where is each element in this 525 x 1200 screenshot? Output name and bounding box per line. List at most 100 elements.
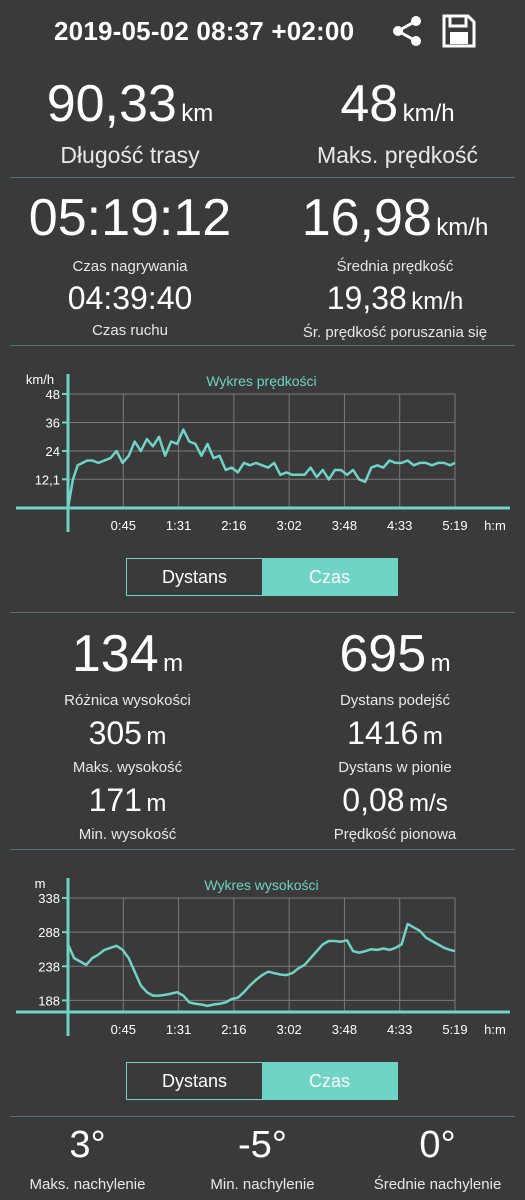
elevation-diff-label: Różnica wysokości [64,692,191,709]
max-altitude-unit: m [146,723,167,750]
x-tick-label: 3:02 [276,1022,301,1037]
vertical-distance-label: Dystans w pionie [338,759,452,776]
avg-slope-label: Średnie nachylenie [373,1176,502,1193]
max-altitude-value: 305 [88,715,142,751]
divider [10,612,515,613]
moving-time-label: Czas ruchu [92,322,168,339]
elevation-chart: 0:45 1:31 2:16 3:02 3:48 4:33 5:19 188 238 288 338… [0,866,525,1046]
vertical-speed-value: 0,08 [342,782,405,818]
vertical-speed-label: Prędkość pionowa [333,826,457,843]
distance-value: 90,33 [46,75,177,133]
avg-moving-speed-label: Śr. prędkość poruszania się [302,324,488,341]
x-tick-label: 0:45 [111,518,136,533]
series-line [66,922,456,1008]
elevation-diff-stat: 134 m Różnica wysokości [20,628,235,709]
x-tick-label: 1:31 [166,518,191,533]
y-tick-label: 48 [46,387,60,402]
max-slope-stat: 3° Maks. nachylenie [5,1126,170,1193]
distance-stat: 90,33 km Długość trasy [20,78,240,169]
x-tick-label: 3:02 [276,518,301,533]
max-altitude-stat: 305 m Maks. wysokość [20,717,235,776]
x-tick-label: 4:33 [387,1022,412,1037]
divider [10,849,515,850]
toggle-distance[interactable]: Dystans [127,1063,262,1099]
x-tick-label: 5:19 [442,1022,467,1037]
min-slope-value: -5° [238,1124,287,1166]
x-tick-label: 0:45 [111,1022,136,1037]
x-tick-label: 3:48 [332,518,357,533]
ascent-distance-unit: m [430,650,451,677]
avg-moving-speed-value: 19,38 [326,280,407,316]
vertical-distance-value: 1416 [347,715,419,751]
y-tick-label: 12,1 [35,472,60,487]
x-tick-label: 2:16 [221,518,246,533]
recording-time-stat: 05:19:12 Czas nagrywania [5,192,255,275]
min-altitude-value: 171 [88,782,142,818]
distance-label: Długość trasy [60,142,200,168]
min-altitude-stat: 171 m Min. wysokość [20,784,235,843]
min-slope-stat: -5° Min. nachylenie [180,1126,345,1193]
moving-time-value: 04:39:40 [67,280,193,316]
max-speed-unit: km/h [402,100,455,127]
elevation-diff-value: 134 [71,625,159,683]
max-altitude-label: Maks. wysokość [72,759,183,776]
avg-slope-stat: 0° Średnie nachylenie [355,1126,520,1193]
divider [10,1116,515,1117]
elevation-chart-svg: 0:45 1:31 2:16 3:02 3:48 4:33 5:19 188 238 288 338… [16,876,510,1037]
ascent-distance-value: 695 [339,625,427,683]
elevation-diff-unit: m [163,650,184,677]
avg-speed-unit: km/h [436,214,489,241]
x-tick-label: 1:31 [166,1022,191,1037]
min-slope-label: Min. nachylenie [210,1176,315,1193]
recording-time-label: Czas nagrywania [72,258,188,275]
share-icon[interactable] [390,13,426,49]
y-tick-label: 288 [38,925,60,940]
chart-title: Wykres wysokości [204,877,318,893]
toggle-distance[interactable]: Dystans [127,559,262,595]
max-speed-label: Maks. prędkość [316,142,479,168]
min-altitude-label: Min. wysokość [78,826,177,843]
x-tick-label: 2:16 [221,1022,246,1037]
speed-chart-svg: 0:45 1:31 2:16 3:02 3:48 4:33 5:19 12,1 24 36 48 Wy… [16,372,510,533]
max-speed-stat: 48 km/h Maks. prędkość [285,78,510,169]
x-tick-label: 3:48 [332,1022,357,1037]
x-axis-unit: h:m [484,518,506,533]
y-tick-label: 24 [46,444,60,459]
toggle-time[interactable]: Czas [262,559,397,595]
y-axis-unit: m [35,876,46,891]
avg-moving-speed-unit: km/h [411,288,464,315]
y-tick-label: 188 [38,993,60,1008]
avg-speed-label: Średnia prędkość [336,258,454,275]
save-icon[interactable] [440,12,478,50]
chart-title: Wykres prędkości [206,373,316,389]
series-line [66,428,456,509]
max-slope-label: Maks. nachylenie [29,1176,146,1193]
x-axis-unit: h:m [484,1022,506,1037]
avg-speed-value: 16,98 [301,189,432,247]
min-altitude-unit: m [146,790,167,817]
vertical-distance-stat: 1416 m Dystans w pionie [285,717,505,776]
speed-chart-mode-toggle: Dystans Czas [126,558,398,596]
y-tick-label: 238 [38,959,60,974]
vertical-distance-unit: m [422,723,443,750]
avg-moving-speed-stat: 19,38 km/h Śr. prędkość poruszania się [270,282,520,341]
distance-unit: km [181,100,214,127]
ascent-distance-stat: 695 m Dystans podejść [285,628,505,709]
x-tick-label: 5:19 [442,518,467,533]
elevation-chart-mode-toggle: Dystans Czas [126,1062,398,1100]
speed-chart: 0:45 1:31 2:16 3:02 3:48 4:33 5:19 12,1 24 36 48 Wy… [0,362,525,542]
x-tick-label: 4:33 [387,518,412,533]
app-header: 2019-05-02 08:37 +02:00 [0,0,525,64]
ascent-distance-label: Dystans podejść [339,692,451,709]
vertical-speed-stat: 0,08 m/s Prędkość pionowa [285,784,505,843]
divider [10,177,515,178]
y-axis-unit: km/h [26,372,54,387]
avg-speed-stat: 16,98 km/h Średnia prędkość [270,192,520,275]
y-tick-label: 36 [46,416,60,431]
recording-time-value: 05:19:12 [28,189,232,247]
max-slope-value: 3° [69,1124,106,1166]
vertical-speed-unit: m/s [409,790,448,817]
max-speed-value: 48 [340,75,399,133]
toggle-time[interactable]: Czas [262,1063,397,1099]
moving-time-stat: 04:39:40 Czas ruchu [5,282,255,339]
